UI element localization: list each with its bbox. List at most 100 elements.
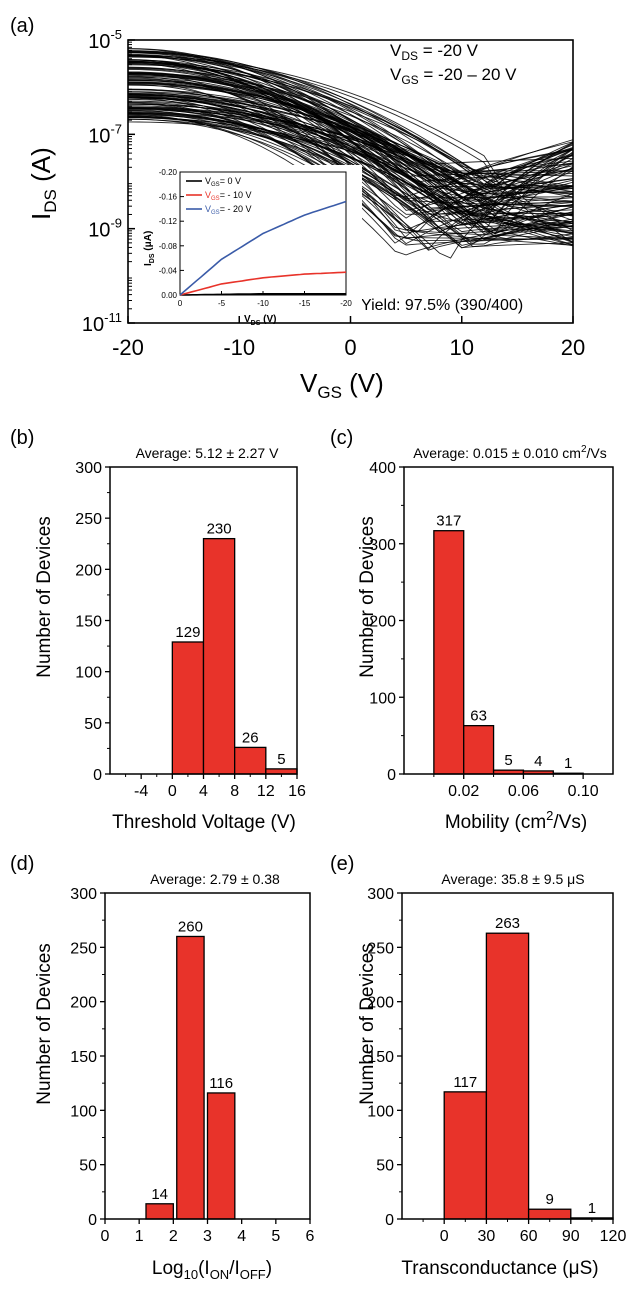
- y-tick-label: 0: [88, 1212, 97, 1229]
- y-tick-label: 0: [387, 767, 396, 784]
- histogram-bar: [145, 1203, 174, 1220]
- transfer-curve: [128, 91, 573, 193]
- histogram-bar: [234, 746, 267, 775]
- histogram-bar: [527, 1208, 572, 1220]
- transfer-curve: [127, 60, 574, 211]
- transfer-curve: [127, 95, 574, 249]
- inset-x-tick-label: 0: [178, 299, 183, 308]
- inset-series-line: [179, 271, 347, 296]
- x-tick-label: 2: [169, 1228, 178, 1245]
- y-tick-label: 250: [367, 940, 394, 957]
- bar-count-label: 26: [242, 729, 259, 746]
- inset-legend: VGS= 0 V VGS= - 10 V VGS= - 20 V: [186, 176, 251, 216]
- panel-e-x-axis-label: Transconductance (μS): [401, 1258, 598, 1279]
- transfer-curve: [127, 114, 574, 240]
- x-tick-label: 8: [230, 783, 239, 800]
- x-tick-label: 0: [344, 335, 356, 360]
- y-tick-label: 200: [75, 562, 102, 579]
- x-tick-label: 6: [306, 1228, 315, 1245]
- y-tick-label: 250: [75, 511, 102, 528]
- inset-y-tick-label: -0.16: [159, 193, 178, 202]
- y-tick-label: 0: [93, 767, 102, 784]
- bar-count-label: 129: [175, 624, 200, 641]
- panel-d-y-axis-label: Number of Devices: [34, 943, 55, 1105]
- x-tick-label: 120: [600, 1228, 627, 1245]
- panel-c-mobility-histogram: (c) Average: 0.015 ± 0.010 cm2/Vs 317 63 5…: [330, 427, 614, 833]
- panel-c-y-axis-label: Number of Devices: [357, 516, 378, 678]
- x-tick-label: 4: [237, 1228, 246, 1245]
- transfer-curve: [127, 67, 574, 191]
- bar-count-label: 117: [453, 1074, 477, 1091]
- transfer-curve: [127, 61, 574, 194]
- inset-y-tick-label: -0.08: [159, 242, 178, 251]
- panel-c-title: Average: 0.015 ± 0.010 cm2/Vs: [413, 444, 607, 461]
- inset-x-tick-label: -15: [299, 299, 311, 308]
- y-tick-label: 250: [70, 940, 97, 957]
- x-tick-label: 30: [478, 1228, 496, 1245]
- inset-x-tick-label: -20: [340, 299, 352, 308]
- vds-annotation: VDS = -20 V: [390, 41, 479, 63]
- bar-count-label: 230: [207, 521, 232, 538]
- histogram-bar: [485, 932, 530, 1220]
- inset-x-tick-label: -10: [257, 299, 269, 308]
- yield-annotation: Yield: 97.5% (390/400): [361, 297, 523, 314]
- x-tick-label: 16: [288, 783, 306, 800]
- histogram-bar: [206, 1092, 236, 1220]
- inset-series-line: [179, 292, 346, 296]
- bar-count-label: 9: [546, 1191, 554, 1208]
- x-tick-label: 3: [203, 1228, 212, 1245]
- transfer-curve: [127, 81, 574, 183]
- transfer-curve: [127, 93, 574, 198]
- histogram-bar: [265, 768, 298, 775]
- y-tick-label: 10-11: [82, 310, 122, 336]
- histogram-bar: [443, 1091, 488, 1220]
- bar-count-label: 116: [209, 1075, 233, 1092]
- y-tick-label: 10-7: [88, 121, 122, 147]
- panel-c-label: (c): [330, 427, 353, 449]
- x-tick-label: 0: [101, 1228, 110, 1245]
- inset-y-tick-label: -0.12: [159, 217, 178, 226]
- x-tick-label: 60: [520, 1228, 538, 1245]
- transfer-curve: [127, 51, 574, 185]
- y-tick-label: 200: [70, 995, 97, 1012]
- x-tick-label: 5: [271, 1228, 280, 1245]
- inset-series-line: [179, 200, 347, 296]
- panel-a-x-ticks: -20 -10 0 10 20: [112, 316, 585, 360]
- histogram-bar: [176, 935, 205, 1220]
- y-tick-label: 100: [369, 690, 396, 707]
- panel-d-title: Average: 2.79 ± 0.38: [150, 871, 280, 887]
- bar-count-label: 260: [178, 918, 203, 935]
- x-tick-label: 10: [450, 335, 474, 360]
- panel-b-title: Average: 5.12 ± 2.27 V: [136, 445, 280, 461]
- y-tick-label: 300: [367, 886, 394, 903]
- transfer-curve: [127, 60, 574, 246]
- panel-d-label: (d): [10, 853, 34, 875]
- y-tick-label: 150: [70, 1049, 97, 1066]
- inset-y-axis-label: IDS (μA): [143, 231, 156, 266]
- panel-b-threshold-histogram: (b) Average: 5.12 ± 2.27 V 1292302650501…: [10, 427, 306, 833]
- x-tick-label: 12: [257, 783, 275, 800]
- panel-b-label: (b): [10, 427, 34, 449]
- transfer-curve: [127, 92, 574, 179]
- panel-c-plot: 317 63 5 4 1 0 100 200 300 400 0.02 0.06 0.10: [369, 460, 614, 800]
- panel-e-title: Average: 35.8 ± 9.5 μS: [441, 871, 584, 887]
- histogram-bar: [433, 530, 465, 775]
- inset-y-tick-label: -0.20: [159, 168, 178, 177]
- x-tick-label: 20: [561, 335, 585, 360]
- panel-c-x-axis-label: Mobility (cm2/Vs): [445, 808, 587, 833]
- bar-count-label: 263: [495, 915, 520, 932]
- panel-d-plot: 14 260 116 0 50 100 150 200 250 300 0 1 2 3 4 5 6: [70, 886, 314, 1245]
- transfer-curve: [127, 103, 574, 235]
- y-tick-label: 200: [367, 995, 394, 1012]
- x-tick-label: 0.06: [508, 783, 539, 800]
- inset-legend-entry: VGS= - 20 V: [205, 204, 251, 216]
- x-tick-label: 0: [440, 1228, 449, 1245]
- panel-b-y-axis-label: Number of Devices: [34, 516, 55, 678]
- x-tick-label: 0.02: [448, 783, 479, 800]
- panel-d-x-axis-label: Log10(ION/IOFF): [152, 1258, 272, 1282]
- y-tick-label: 100: [75, 665, 102, 682]
- transfer-curve: [127, 106, 574, 223]
- x-tick-label: -20: [112, 335, 144, 360]
- y-tick-label: 300: [75, 460, 102, 477]
